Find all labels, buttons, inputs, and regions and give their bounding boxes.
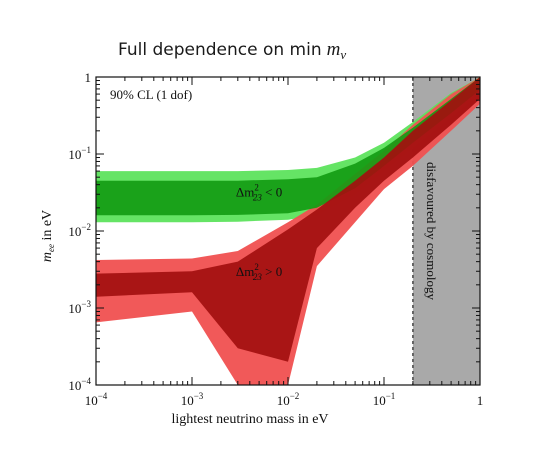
x-tick-label: 10−3 — [181, 391, 204, 408]
normal-hierarchy-inner-band — [96, 77, 480, 362]
x-axis-label: lightest neutrino mass in eV — [171, 412, 328, 427]
plot-area: disfavoured by cosmology 10−4 10−3 10−2 10−… — [68, 70, 483, 408]
y-tick-label: 1 — [85, 70, 92, 85]
y-tick-label: 10−2 — [68, 222, 91, 239]
y-tick-label: 10−4 — [68, 376, 91, 393]
inverted-hierarchy-label: Δm2 23 < 0 — [236, 183, 282, 203]
x-tick-label: 10−4 — [85, 391, 108, 408]
chart-title: Full dependence on min mν — [118, 39, 346, 62]
normal-hierarchy-label: Δm2 23 > 0 — [236, 262, 282, 282]
annotations: 90% CL (1 dof) Δm2 23 < 0 Δm2 23 > 0 — [110, 87, 282, 282]
x-tick-label: 10−1 — [373, 391, 396, 408]
inverted-hierarchy-inner-band — [96, 77, 480, 216]
axis-ticks: 10−4 10−3 10−2 10−1 1 10−4 10−3 10−2 10−1 1 — [68, 70, 483, 408]
excluded-region-label: disfavoured by cosmology — [424, 162, 439, 300]
allowed-bands — [96, 77, 480, 385]
y-tick-label: 10−1 — [68, 145, 91, 162]
y-tick-label: 10−3 — [68, 299, 91, 316]
x-tick-label: 10−2 — [277, 391, 300, 408]
confidence-level-label: 90% CL (1 dof) — [110, 87, 192, 102]
y-axis-label: mee in eV — [40, 210, 56, 262]
x-tick-label: 1 — [477, 393, 484, 408]
